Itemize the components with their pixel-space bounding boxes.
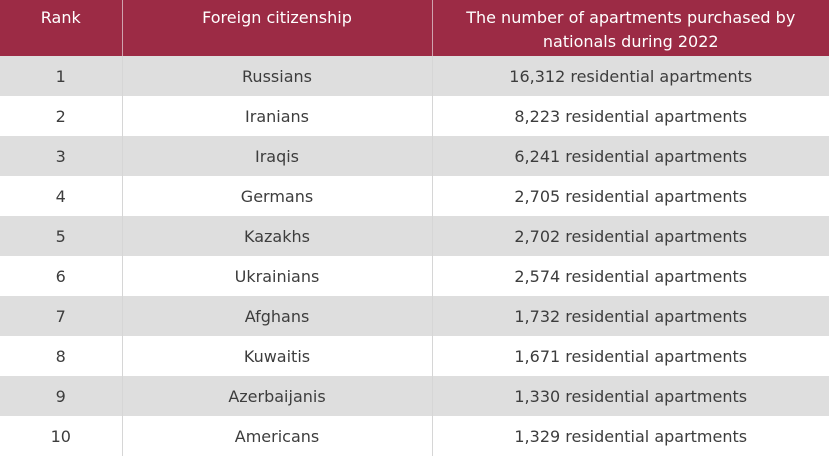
apartment-count-cell: 8,223 residential apartments bbox=[432, 96, 829, 136]
table-row: 7 Afghans 1,732 residential apartments bbox=[0, 296, 829, 336]
rank-cell: 4 bbox=[0, 176, 123, 216]
apartment-count-cell: 16,312 residential apartments bbox=[432, 56, 829, 96]
table-row: 1 Russians 16,312 residential apartments bbox=[0, 56, 829, 96]
rank-cell: 6 bbox=[0, 256, 123, 296]
citizenship-cell: Germans bbox=[122, 176, 433, 216]
citizenship-cell: Russians bbox=[122, 56, 433, 96]
citizenship-cell: Iranians bbox=[122, 96, 433, 136]
citizenship-cell: Ukrainians bbox=[122, 256, 433, 296]
table-body: 1 Russians 16,312 residential apartments… bbox=[0, 56, 829, 456]
apartment-count-cell: 2,702 residential apartments bbox=[432, 216, 829, 256]
rank-cell: 2 bbox=[0, 96, 123, 136]
rank-cell: 1 bbox=[0, 56, 123, 96]
rank-cell: 8 bbox=[0, 336, 123, 376]
citizenship-cell: Iraqis bbox=[122, 136, 433, 176]
table-header: Rank Foreign citizenship The number of a… bbox=[0, 0, 829, 56]
citizenship-cell: Azerbaijanis bbox=[122, 376, 433, 416]
table-row: 8 Kuwaitis 1,671 residential apartments bbox=[0, 336, 829, 376]
header-apartment-count: The number of apartments purchased by na… bbox=[432, 0, 829, 56]
table-row: 4 Germans 2,705 residential apartments bbox=[0, 176, 829, 216]
citizenship-cell: Americans bbox=[122, 416, 433, 456]
table-row: 9 Azerbaijanis 1,330 residential apartme… bbox=[0, 376, 829, 416]
table-row: 6 Ukrainians 2,574 residential apartment… bbox=[0, 256, 829, 296]
citizenship-cell: Kuwaitis bbox=[122, 336, 433, 376]
rank-cell: 5 bbox=[0, 216, 123, 256]
apartment-count-cell: 1,330 residential apartments bbox=[432, 376, 829, 416]
apartment-count-cell: 2,574 residential apartments bbox=[432, 256, 829, 296]
apartment-count-cell: 1,329 residential apartments bbox=[432, 416, 829, 456]
apartment-count-cell: 1,732 residential apartments bbox=[432, 296, 829, 336]
apartment-count-cell: 2,705 residential apartments bbox=[432, 176, 829, 216]
table-row: 5 Kazakhs 2,702 residential apartments bbox=[0, 216, 829, 256]
apartment-count-cell: 1,671 residential apartments bbox=[432, 336, 829, 376]
header-citizenship: Foreign citizenship bbox=[122, 0, 433, 56]
rank-cell: 10 bbox=[0, 416, 123, 456]
citizenship-cell: Kazakhs bbox=[122, 216, 433, 256]
table-row: 3 Iraqis 6,241 residential apartments bbox=[0, 136, 829, 176]
table-row: 10 Americans 1,329 residential apartment… bbox=[0, 416, 829, 456]
header-rank: Rank bbox=[0, 0, 123, 56]
table-row: 2 Iranians 8,223 residential apartments bbox=[0, 96, 829, 136]
header-row: Rank Foreign citizenship The number of a… bbox=[0, 0, 829, 56]
rank-cell: 3 bbox=[0, 136, 123, 176]
rank-cell: 9 bbox=[0, 376, 123, 416]
rank-cell: 7 bbox=[0, 296, 123, 336]
citizenship-cell: Afghans bbox=[122, 296, 433, 336]
apartment-count-cell: 6,241 residential apartments bbox=[432, 136, 829, 176]
